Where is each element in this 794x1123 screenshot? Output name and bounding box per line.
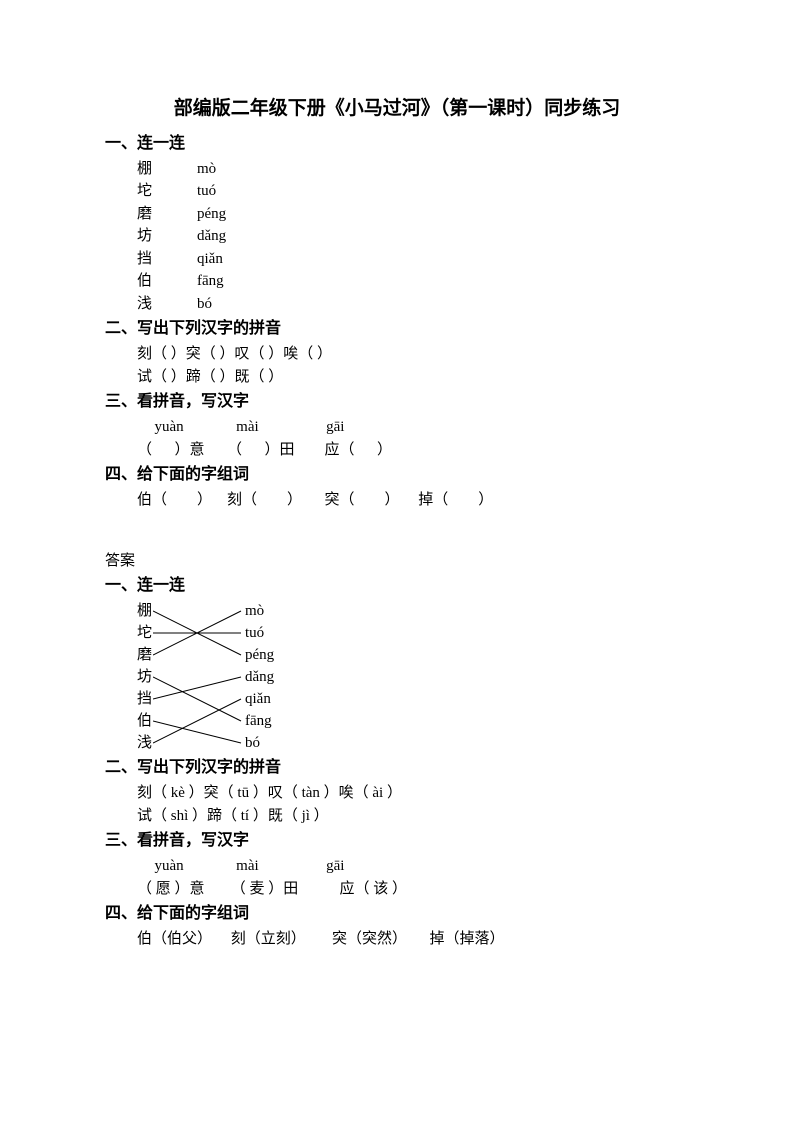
q1-row-2: 磨 péng [105,203,689,226]
a1-right-col: mò tuó péng dǎng qiǎn fāng bó [245,600,274,754]
a3-line: （ 愿 ）意 （ 麦 ）田 应（ 该 ） [105,878,689,901]
a1-right-2: péng [245,644,274,666]
a1-right-4: qiǎn [245,688,274,710]
answer-1-heading: 一、连一连 [105,574,689,598]
q1-left-1: 坨 [137,183,152,199]
a1-right-3: dǎng [245,666,274,688]
q1-right-1: tuó [197,183,216,199]
a4-line: 伯（伯父） 刻（立刻） 突（突然） 掉（掉落） [105,928,689,951]
q1-left-0: 棚 [137,161,152,177]
a2-line2: 试（ shì ）蹄（ tí ）既（ jì ） [105,805,689,828]
a1-left-4: 挡 [137,688,152,710]
page-title: 部编版二年级下册《小马过河》（第一课时）同步练习 [105,95,689,124]
a1-left-2: 磨 [137,644,152,666]
q1-row-6: 浅 bó [105,293,689,316]
worksheet-page: 部编版二年级下册《小马过河》（第一课时）同步练习 一、连一连 棚 mò 坨 tu… [0,0,794,951]
q1-right-4: qiǎn [197,251,223,267]
q1-row-3: 坊 dǎng [105,225,689,248]
answer-3-heading: 三、看拼音，写汉字 [105,829,689,853]
a4-line-text: 伯（伯父） 刻（立刻） 突（突然） 掉（掉落） [137,931,505,947]
a3-pinyin: yuàn mài gāi [105,855,689,878]
a1-left-5: 伯 [137,710,152,732]
a2-line1: 刻（ kè ）突（ tū ）叹（ tàn ）唉（ ài ） [105,782,689,805]
q1-left-3: 坊 [137,228,152,244]
section-2-heading: 二、写出下列汉字的拼音 [105,317,689,341]
q3-line: （ ）意 （ ）田 应（ ） [105,439,689,462]
q3-pinyin: yuàn mài gāi [105,416,689,439]
q2-line2: 试（ ）蹄（ ）既（ ） [105,366,689,389]
a1-left-0: 棚 [137,600,152,622]
q1-left-4: 挡 [137,251,152,267]
a1-right-1: tuó [245,622,274,644]
q1-right-3: dǎng [197,228,226,244]
q3-line-text: （ ）意 （ ）田 应（ ） [137,442,392,458]
a3-line-text: （ 愿 ）意 （ 麦 ）田 应（ 该 ） [137,881,407,897]
answer-label: 答案 [105,550,689,573]
a3-pinyin-text: yuàn mài gāi [147,858,344,874]
section-4-heading: 四、给下面的字组词 [105,463,689,487]
q4-line-text: 伯（ ） 刻（ ） 突（ ） 掉（ ） [137,492,493,508]
a1-match-diagram: 棚 坨 磨 坊 挡 伯 浅 mò tuó péng dǎng qiǎn fāng… [105,600,689,754]
q1-right-0: mò [197,161,216,177]
a1-left-3: 坊 [137,666,152,688]
spacer [105,512,689,550]
q3-pinyin-text: yuàn mài gāi [147,419,344,435]
q1-row-0: 棚 mò [105,158,689,181]
a1-connection-lines [153,600,245,754]
q4-line: 伯（ ） 刻（ ） 突（ ） 掉（ ） [105,489,689,512]
q2-line1: 刻（ ）突（ ）叹（ ）唉（ ） [105,343,689,366]
q1-row-5: 伯 fāng [105,270,689,293]
q1-right-2: péng [197,206,226,222]
a1-left-col: 棚 坨 磨 坊 挡 伯 浅 [137,600,152,754]
a1-left-1: 坨 [137,622,152,644]
q1-right-6: bó [197,296,212,312]
section-1-heading: 一、连一连 [105,132,689,156]
a1-right-5: fāng [245,710,274,732]
a1-right-6: bó [245,732,274,754]
q1-row-4: 挡 qiǎn [105,248,689,271]
answer-2-heading: 二、写出下列汉字的拼音 [105,756,689,780]
q1-left-6: 浅 [137,296,152,312]
section-3-heading: 三、看拼音，写汉字 [105,390,689,414]
a1-right-0: mò [245,600,274,622]
q1-row-1: 坨 tuó [105,180,689,203]
q1-right-5: fāng [197,273,224,289]
q1-left-2: 磨 [137,206,152,222]
answer-4-heading: 四、给下面的字组词 [105,902,689,926]
a1-left-6: 浅 [137,732,152,754]
q1-left-5: 伯 [137,273,152,289]
